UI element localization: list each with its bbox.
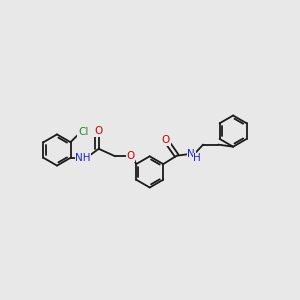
Text: O: O [162, 135, 170, 145]
Text: N: N [187, 149, 195, 159]
Text: H: H [193, 153, 201, 164]
Text: O: O [126, 151, 134, 161]
Text: NH: NH [75, 153, 91, 163]
Text: O: O [94, 126, 103, 136]
Text: Cl: Cl [78, 127, 88, 137]
